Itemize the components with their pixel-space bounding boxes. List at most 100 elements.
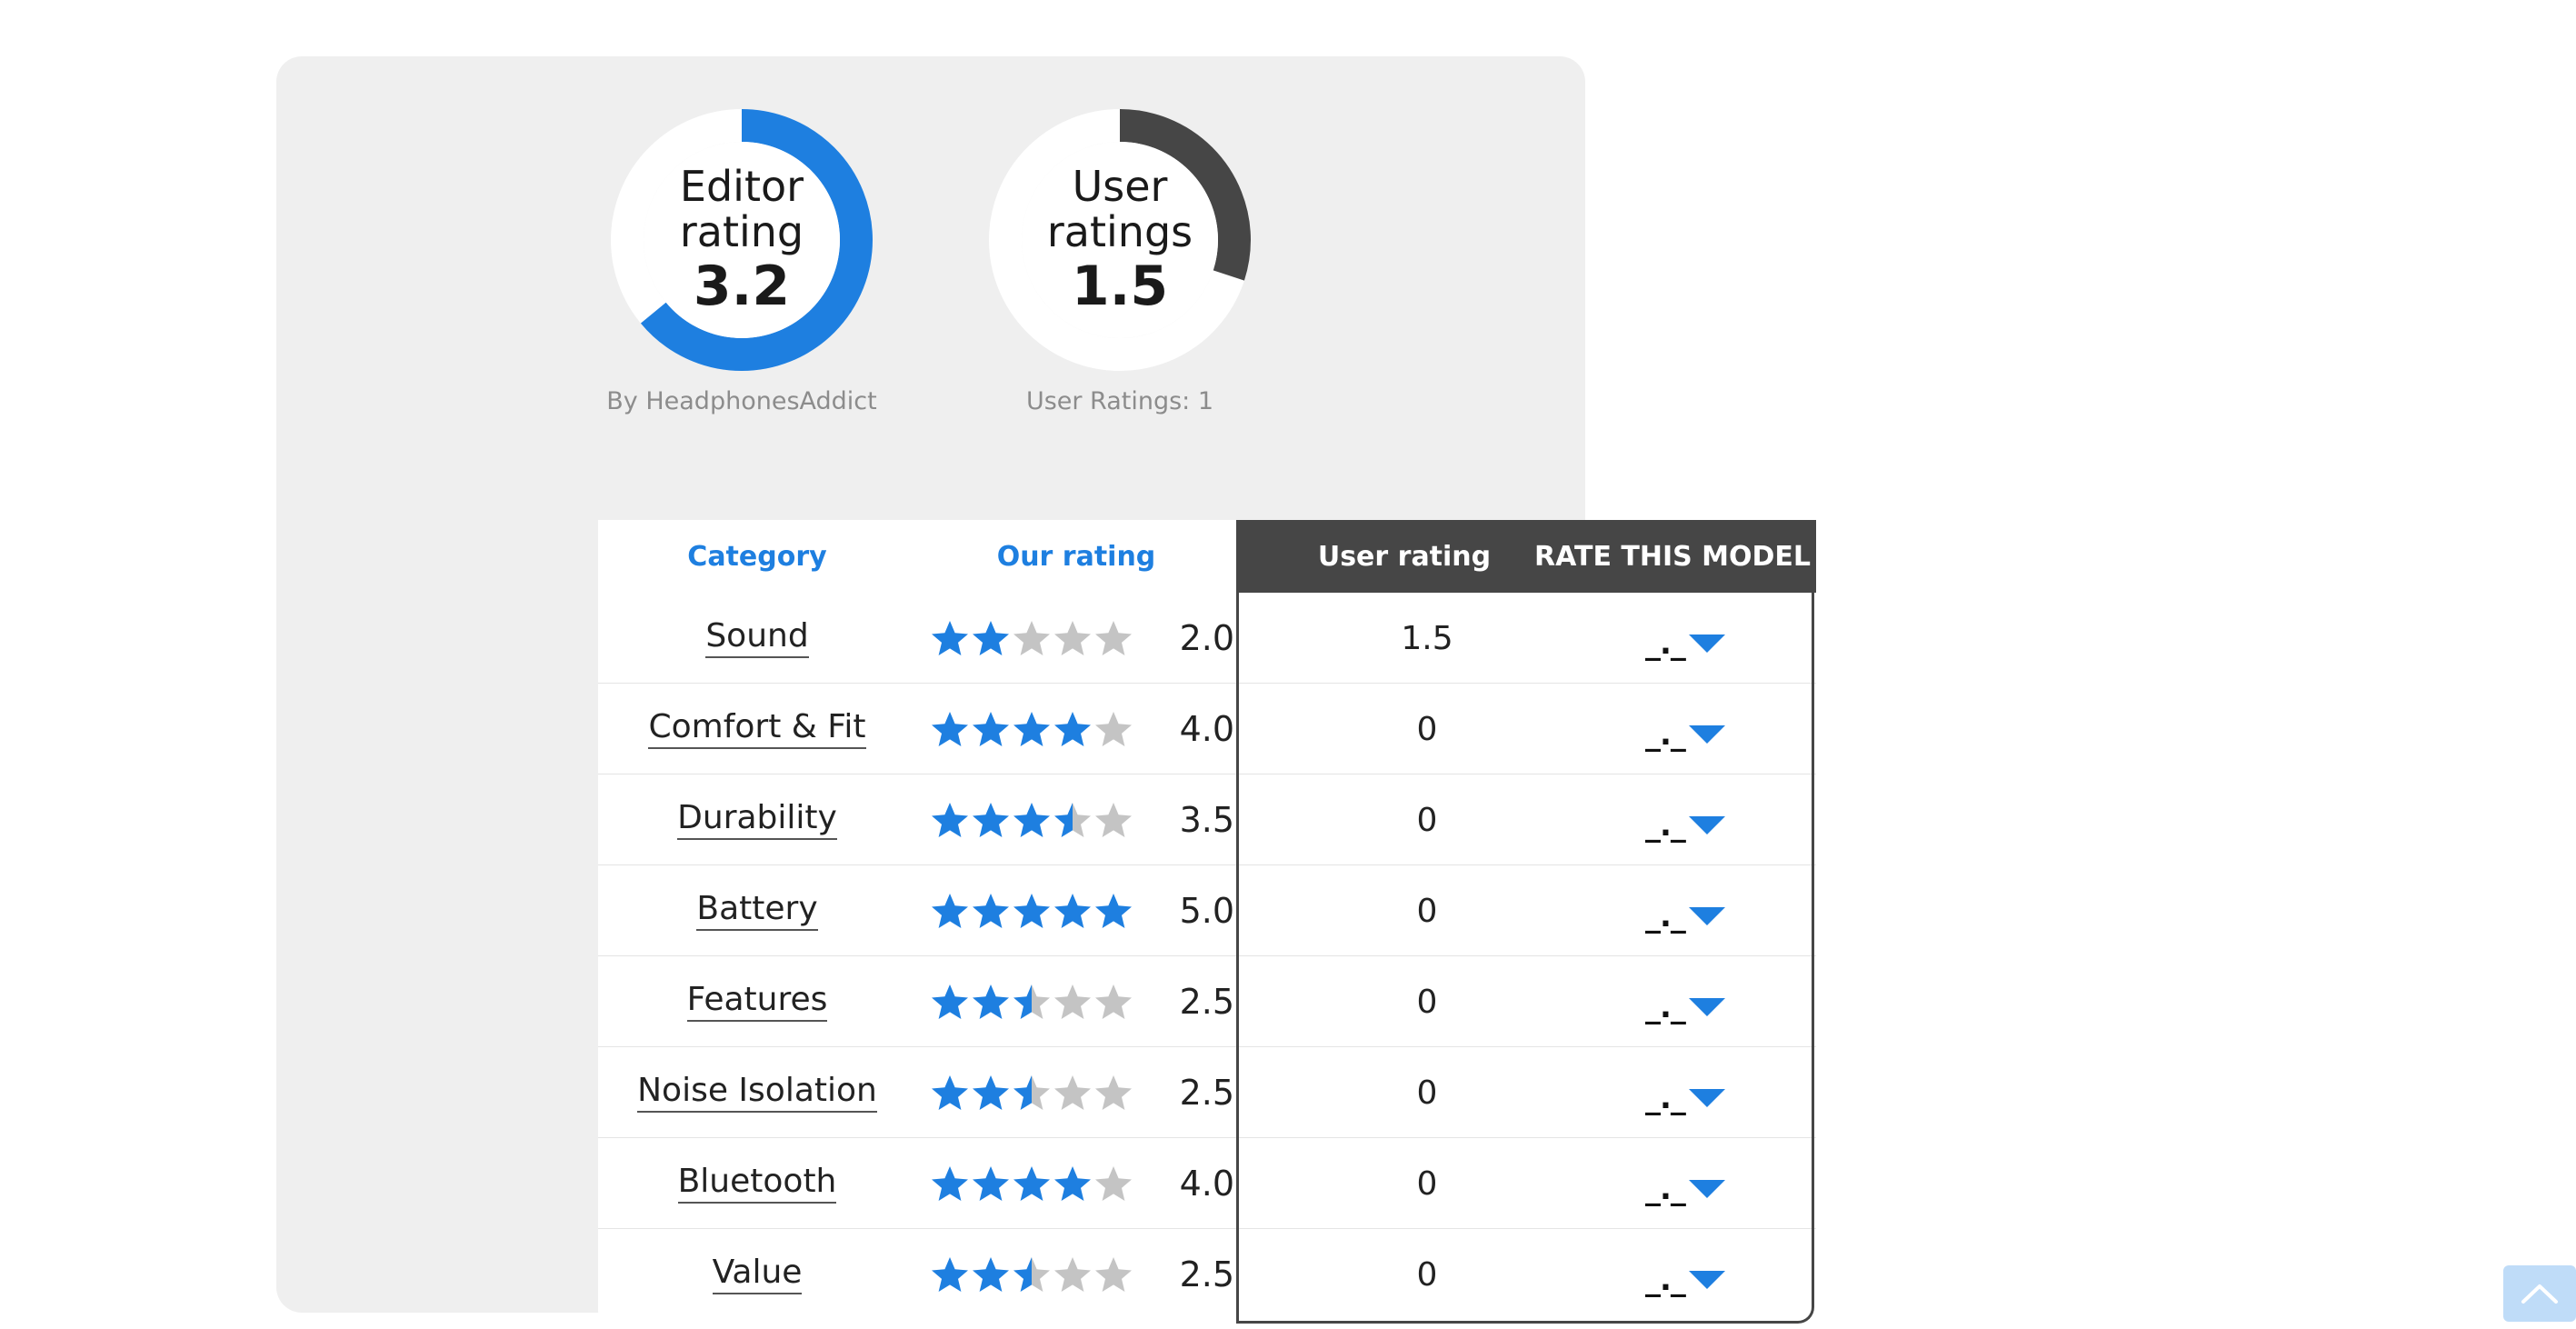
- our-score: 3.5: [1179, 800, 1234, 840]
- rate-dropdown[interactable]: _._: [1645, 889, 1725, 944]
- our-score: 5.0: [1179, 891, 1234, 931]
- category-cell: Noise Isolation: [598, 1047, 916, 1138]
- caret-down-icon: [1688, 1089, 1725, 1107]
- table-row: Battery 5.0 0 _._: [598, 865, 1816, 956]
- rate-dropdown[interactable]: _._: [1645, 1253, 1725, 1307]
- rate-dropdown[interactable]: _._: [1645, 980, 1725, 1034]
- star-icon: [1093, 1254, 1133, 1294]
- star-rating: [930, 1254, 1134, 1294]
- star-icon: [930, 891, 970, 931]
- chevron-up-icon: [2521, 1284, 2558, 1304]
- user-score: 0: [1416, 892, 1438, 930]
- rate-dropdown-value: _._: [1645, 989, 1686, 1025]
- star-icon: [1012, 800, 1052, 840]
- star-icon: [930, 618, 970, 658]
- star-icon: [971, 982, 1011, 1022]
- table-row: Value 2.5 0 _._: [598, 1229, 1816, 1320]
- star-icon: [1093, 618, 1133, 658]
- our-score: 2.5: [1179, 982, 1234, 1022]
- category-header: Category: [687, 540, 827, 573]
- caret-down-icon: [1688, 1271, 1725, 1289]
- editor-rating-caption: By HeadphonesAddict: [606, 387, 877, 415]
- rate-dropdown[interactable]: _._: [1645, 798, 1725, 853]
- star-icon: [1012, 618, 1052, 658]
- category-link[interactable]: Comfort & Fit: [648, 709, 866, 749]
- rate-dropdown[interactable]: _._: [1645, 1162, 1725, 1216]
- user-score: 0: [1416, 983, 1438, 1021]
- user-rating-title: User ratings: [1046, 162, 1193, 256]
- category-link[interactable]: Battery: [696, 891, 818, 931]
- rate-dropdown-value: _._: [1645, 898, 1686, 934]
- user-rating-center: User ratings 1.5: [1022, 142, 1218, 338]
- star-icon: [1012, 1164, 1052, 1204]
- table-row: Noise Isolation 2.5 0 _._: [598, 1047, 1816, 1138]
- row-divider: [598, 683, 1816, 684]
- star-rating: [930, 800, 1134, 840]
- star-icon: [1093, 891, 1133, 931]
- category-cell: Durability: [598, 774, 916, 865]
- caret-down-icon: [1688, 725, 1725, 744]
- rate-dropdown-value: _._: [1645, 1080, 1686, 1116]
- row-divider: [598, 864, 1816, 865]
- star-icon: [1053, 618, 1093, 658]
- rate-dropdown-value: _._: [1645, 1171, 1686, 1207]
- user-rating-ring: [989, 109, 1251, 371]
- category-cell: Bluetooth: [598, 1138, 916, 1229]
- row-divider: [598, 1137, 1816, 1138]
- user-rating-header-bar: [1236, 520, 1816, 593]
- ratings-card: Editor rating 3.2 By HeadphonesAddict Us…: [276, 56, 1816, 1325]
- user-score: 1.5: [1401, 619, 1453, 657]
- user-score: 0: [1416, 801, 1438, 839]
- category-link[interactable]: Features: [686, 982, 828, 1022]
- user-rating-header: User rating: [1317, 540, 1492, 573]
- our-score: 4.0: [1179, 709, 1234, 749]
- star-icon: [1053, 709, 1093, 749]
- star-icon: [930, 982, 970, 1022]
- star-rating: [930, 1164, 1134, 1204]
- rate-this-model-header: RATE THIS MODEL: [1533, 540, 1812, 573]
- caret-down-icon: [1688, 907, 1725, 925]
- editor-rating-ring: [611, 109, 873, 371]
- star-icon: [930, 1254, 970, 1294]
- rate-dropdown-value: _._: [1645, 1262, 1686, 1298]
- caret-down-icon: [1688, 635, 1725, 653]
- ratings-table: Category Our rating User rating RATE THI…: [598, 520, 1816, 1325]
- user-score: 0: [1416, 1074, 1438, 1112]
- star-icon: [1053, 982, 1093, 1022]
- user-score: 0: [1416, 710, 1438, 748]
- caret-down-icon: [1688, 998, 1725, 1016]
- rate-dropdown[interactable]: _._: [1645, 1071, 1725, 1125]
- rate-dropdown[interactable]: _._: [1645, 707, 1725, 762]
- user-rating-gauge: User ratings 1.5: [989, 109, 1251, 371]
- editor-rating-gauge: Editor rating 3.2: [611, 109, 873, 371]
- category-link[interactable]: Noise Isolation: [637, 1073, 877, 1113]
- our-score: 2.0: [1179, 618, 1234, 658]
- category-link[interactable]: Sound: [705, 618, 809, 658]
- star-icon: [930, 800, 970, 840]
- category-link[interactable]: Bluetooth: [677, 1164, 837, 1204]
- star-rating: [930, 618, 1134, 658]
- caret-down-icon: [1688, 816, 1725, 834]
- star-rating: [930, 1073, 1134, 1113]
- star-icon: [1053, 891, 1093, 931]
- our-rating-header: Our rating: [996, 540, 1156, 573]
- table-row: Bluetooth 4.0 0 _._: [598, 1138, 1816, 1229]
- star-icon: [1053, 1254, 1093, 1294]
- rate-dropdown-value: _._: [1645, 716, 1686, 753]
- star-rating: [930, 891, 1134, 931]
- row-divider: [598, 1046, 1816, 1047]
- category-link[interactable]: Value: [712, 1254, 803, 1294]
- star-icon: [971, 800, 1011, 840]
- category-link[interactable]: Durability: [677, 800, 837, 840]
- table-row: Sound 2.0 1.5 _._: [598, 593, 1816, 684]
- back-to-top-button[interactable]: [2503, 1265, 2576, 1322]
- user-score: 0: [1416, 1255, 1438, 1294]
- category-cell: Features: [598, 956, 916, 1047]
- row-divider: [598, 955, 1816, 956]
- editor-rating-title: Editor rating: [679, 162, 804, 256]
- rate-dropdown[interactable]: _._: [1645, 616, 1725, 671]
- star-icon: [1012, 1073, 1052, 1113]
- star-icon: [1012, 709, 1052, 749]
- editor-rating-value: 3.2: [693, 255, 791, 318]
- star-icon: [971, 618, 1011, 658]
